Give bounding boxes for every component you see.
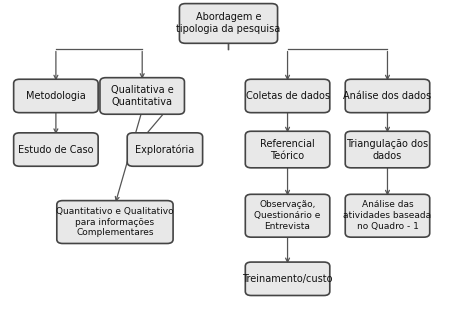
Text: Análise dos dados: Análise dos dados [343, 91, 431, 101]
FancyBboxPatch shape [14, 133, 98, 166]
Text: Metodologia: Metodologia [26, 91, 86, 101]
FancyBboxPatch shape [245, 194, 330, 237]
Text: Triangulação dos
dados: Triangulação dos dados [346, 139, 429, 161]
FancyBboxPatch shape [57, 201, 173, 244]
Text: Estudo de Caso: Estudo de Caso [18, 145, 94, 155]
FancyBboxPatch shape [245, 131, 330, 168]
FancyBboxPatch shape [245, 262, 330, 295]
Text: Qualitativa e
Quantitativa: Qualitativa e Quantitativa [111, 85, 174, 107]
Text: Análise das
atividades baseada
no Quadro - 1: Análise das atividades baseada no Quadro… [343, 200, 431, 231]
FancyBboxPatch shape [345, 79, 430, 113]
Text: Referencial
Teórico: Referencial Teórico [260, 139, 315, 161]
FancyBboxPatch shape [180, 3, 277, 43]
Text: Abordagem e
tipologia da pesquisa: Abordagem e tipologia da pesquisa [176, 12, 281, 34]
Text: Coletas de dados: Coletas de dados [245, 91, 329, 101]
FancyBboxPatch shape [245, 79, 330, 113]
Text: Quantitativo e Qualitativo
para informações
Complementares: Quantitativo e Qualitativo para informaç… [56, 207, 174, 237]
FancyBboxPatch shape [14, 79, 98, 113]
Text: Exploratória: Exploratória [135, 144, 195, 155]
FancyBboxPatch shape [100, 78, 185, 114]
FancyBboxPatch shape [345, 194, 430, 237]
FancyBboxPatch shape [345, 131, 430, 168]
Text: Observação,
Questionário e
Entrevista: Observação, Questionário e Entrevista [255, 200, 321, 231]
Text: Treinamento/custo: Treinamento/custo [242, 274, 333, 284]
FancyBboxPatch shape [127, 133, 202, 166]
